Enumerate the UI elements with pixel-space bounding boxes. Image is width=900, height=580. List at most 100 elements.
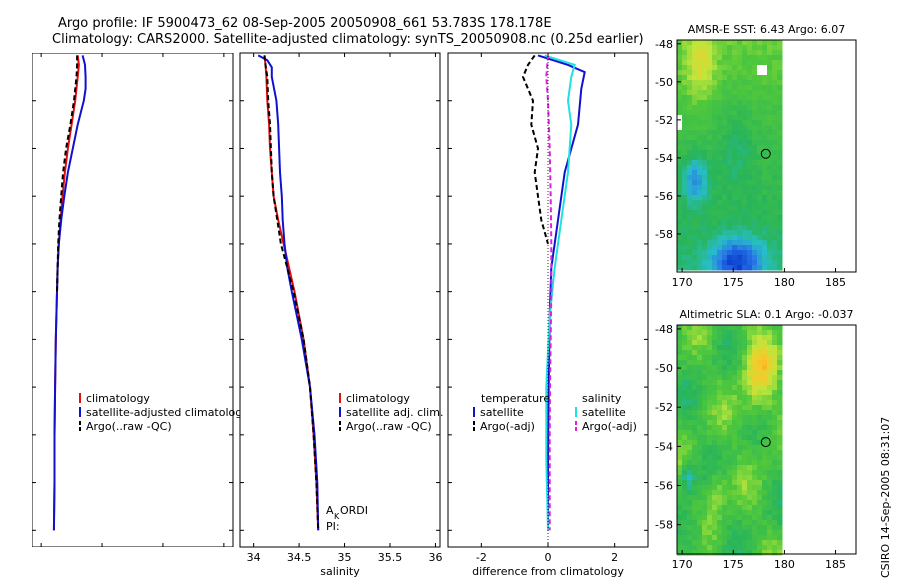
sst_map-cell	[717, 145, 723, 151]
title-line-2: Climatology: CARS2000. Satellite-adjuste…	[52, 32, 644, 47]
sst_map-cell	[757, 55, 763, 61]
sla_map-cell	[677, 420, 683, 426]
depth-tick-label: 0	[20, 47, 27, 60]
sst_map-cell	[742, 70, 748, 76]
sst_map-cell	[767, 100, 773, 106]
sla_map-cell	[732, 435, 738, 441]
depth-tick-label: 800	[6, 238, 27, 251]
sla_map-cell	[737, 405, 743, 411]
sla_map-cell	[737, 535, 743, 541]
sst_map-cell	[707, 205, 713, 211]
sst_map-cell	[742, 265, 748, 271]
sst_map-cell	[742, 125, 748, 131]
sst_map-cell	[767, 200, 773, 206]
sst_map-cell	[722, 230, 728, 236]
sst_map-cell	[767, 75, 773, 81]
sla_map-cell	[712, 370, 718, 376]
sst_map-cell	[687, 265, 693, 271]
sla_map-cell	[762, 390, 768, 396]
sla_map-cell	[682, 460, 688, 466]
sst_map-cell	[772, 50, 778, 56]
sst_map-cell	[742, 180, 748, 186]
sla_map-cell	[712, 360, 718, 366]
panel-temperature: 0 10 20 30temperature0200400600800100012001…	[6, 47, 241, 547]
sla_map-cell	[772, 405, 778, 411]
sst_map-cell	[772, 150, 778, 156]
sla_map-cell	[717, 495, 723, 501]
sla_map-cell	[747, 515, 753, 521]
sst_map-cell	[707, 60, 713, 66]
sst_map-cell	[722, 70, 728, 76]
sla_map-cell	[742, 385, 748, 391]
sla_map-cell	[767, 450, 773, 456]
sst_map-cell	[747, 90, 753, 96]
sst_map-cell	[687, 130, 693, 136]
sla_map-cell	[687, 425, 693, 431]
sst_map-cell	[752, 160, 758, 166]
sst_map-cell	[727, 115, 733, 121]
sla_map-cell	[752, 505, 758, 511]
sla_map-cell	[762, 455, 768, 461]
sla_map-cell	[777, 345, 783, 351]
sst_map-cell	[712, 100, 718, 106]
difference-legend-entry: Argo(-adj)	[582, 420, 637, 433]
sst_map-cell	[752, 200, 758, 206]
sst_map-cell	[682, 75, 688, 81]
sla_map-cell	[702, 515, 708, 521]
sla_map-cell	[682, 325, 688, 331]
sst_map-cell	[717, 45, 723, 51]
sla_map-cell	[757, 420, 763, 426]
sla_map-cell	[702, 350, 708, 356]
sla_map-xtick-label: 180	[774, 558, 795, 571]
sla_map-cell	[767, 405, 773, 411]
sst_map-cell	[762, 170, 768, 176]
sla_map-cells	[677, 325, 783, 556]
sla_map-xtick-label: 185	[825, 558, 846, 571]
sst_map-cell	[762, 115, 768, 121]
sla_map-cell	[717, 465, 723, 471]
sst_map-cell	[682, 205, 688, 211]
sla_map-cell	[772, 345, 778, 351]
sst_map-cell	[752, 145, 758, 151]
sla_map-cell	[762, 430, 768, 436]
sla_map-cell	[742, 535, 748, 541]
sst_map-cell	[757, 160, 763, 166]
sst_map-cell	[742, 135, 748, 141]
sla_map-cell	[742, 550, 748, 556]
sla_map-cell	[702, 405, 708, 411]
sla_map-cell	[732, 460, 738, 466]
sst_map-cell	[777, 265, 783, 271]
sla_map-cell	[712, 350, 718, 356]
sla_map-cell	[747, 330, 753, 336]
sst_map-cell	[707, 260, 713, 266]
sla_map-cell	[762, 505, 768, 511]
difference-series-3	[545, 55, 553, 531]
sst_map-cell	[702, 155, 708, 161]
sla_map-cell	[687, 465, 693, 471]
sla_map-cell	[757, 450, 763, 456]
sla_map-cell	[747, 535, 753, 541]
sst_map-cell	[727, 140, 733, 146]
sla_map-cell	[682, 390, 688, 396]
sla_map-cell	[697, 480, 703, 486]
sla_map-cell	[732, 545, 738, 551]
sla_map-cell	[767, 390, 773, 396]
sst_map-cell	[677, 195, 683, 201]
sst_map-cell	[742, 50, 748, 56]
sst_map-cell	[702, 165, 708, 171]
sla_map-cell	[717, 430, 723, 436]
sla_map-cell	[702, 460, 708, 466]
sst_map-cell	[752, 150, 758, 156]
sla_map-cell	[722, 550, 728, 556]
sla_map-cell	[722, 365, 728, 371]
sst_map-cell	[717, 185, 723, 191]
sla_map-cell	[682, 490, 688, 496]
sla_map-cell	[727, 345, 733, 351]
sst_map-cell	[777, 235, 783, 241]
sla_map-cell	[692, 425, 698, 431]
sla_map-cell	[742, 450, 748, 456]
sst_map-cell	[737, 75, 743, 81]
sla_map-cell	[747, 360, 753, 366]
sla_map-cell	[762, 515, 768, 521]
sla_map-cell	[692, 410, 698, 416]
